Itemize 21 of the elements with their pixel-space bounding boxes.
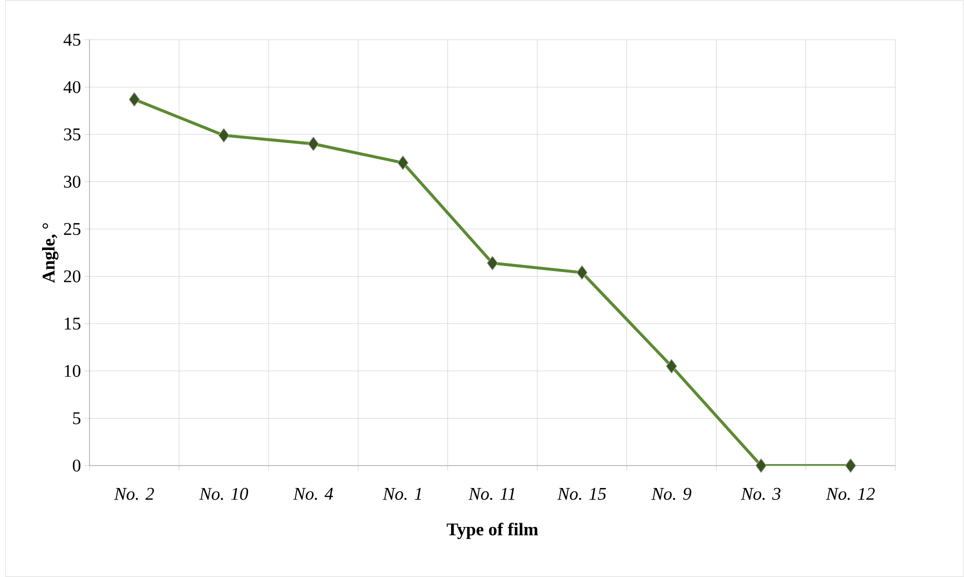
y-tick-label: 5 [73, 412, 80, 424]
y-tick-label: 40 [64, 81, 80, 94]
x-axis-title: Type of film [446, 522, 538, 540]
x-tick-label: No. 3 [740, 488, 780, 500]
y-tick-label: 35 [64, 128, 80, 140]
y-tick-label: 15 [64, 318, 80, 330]
x-tick-label: No. 2 [114, 488, 154, 500]
x-tick-label: No. 10 [199, 488, 248, 500]
x-tick-label: No. 1 [382, 488, 422, 500]
x-tick-label: No. 12 [826, 488, 875, 500]
y-tick-label: 10 [64, 364, 80, 377]
y-tick-label: 20 [64, 270, 80, 282]
y-tick-label: 30 [64, 176, 80, 188]
y-tick-label: 25 [64, 223, 80, 236]
x-tick-label: No. 15 [557, 488, 606, 500]
y-tick-label: 45 [64, 34, 80, 46]
x-tick-label: No. 4 [293, 488, 334, 500]
y-tick-label: 0 [72, 460, 80, 472]
x-tick-label: No. 11 [468, 488, 514, 500]
x-tick-label: No. 9 [651, 488, 692, 500]
y-axis-title: Angle, ° [42, 223, 58, 283]
